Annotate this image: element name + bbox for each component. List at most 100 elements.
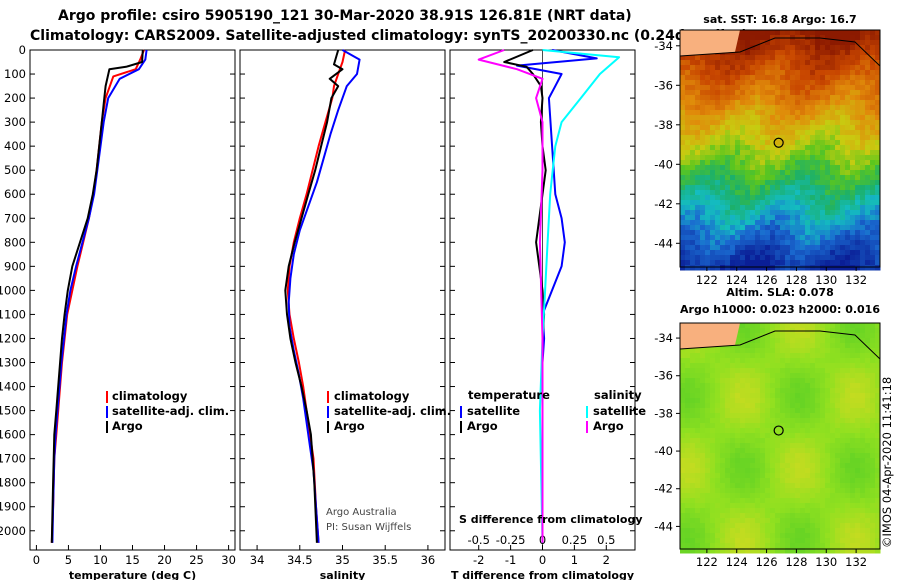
map-cell <box>715 225 721 231</box>
map-cell <box>695 408 701 414</box>
map-cell <box>820 468 826 474</box>
map-cell <box>760 50 766 56</box>
map-cell <box>740 388 746 394</box>
map-cell <box>855 35 861 41</box>
map-cell <box>700 120 706 126</box>
map-cell <box>695 215 701 221</box>
map-cell <box>690 115 696 121</box>
map-cell <box>875 125 881 131</box>
map-cell <box>690 433 696 439</box>
map-cell <box>755 155 761 161</box>
map-cell <box>745 235 751 241</box>
map-cell <box>730 353 736 359</box>
map-cell <box>820 488 826 494</box>
map-cell <box>875 50 881 56</box>
map-cell <box>760 130 766 136</box>
map-cell <box>810 135 816 141</box>
map-cell <box>715 513 721 519</box>
map-cell <box>865 378 871 384</box>
map-cell <box>775 453 781 459</box>
map-cell <box>785 468 791 474</box>
map-cell <box>710 368 716 374</box>
map-cell <box>870 110 876 116</box>
map-cell <box>730 443 736 449</box>
map-cell <box>820 398 826 404</box>
map-cell <box>825 165 831 171</box>
map-cell <box>810 453 816 459</box>
map-cell <box>835 235 841 241</box>
map-cell <box>765 260 771 266</box>
map-cell <box>710 453 716 459</box>
map-cell <box>730 478 736 484</box>
map-cell <box>760 523 766 529</box>
map-cell <box>765 200 771 206</box>
map-cell <box>785 418 791 424</box>
map-cell <box>740 215 746 221</box>
map-cell <box>735 468 741 474</box>
map-cell <box>820 523 826 529</box>
map-cell <box>815 245 821 251</box>
map-cell <box>775 493 781 499</box>
map-cell <box>720 140 726 146</box>
map-cell <box>765 348 771 354</box>
map-cell <box>765 393 771 399</box>
map-cell <box>875 35 881 41</box>
map-cell <box>750 398 756 404</box>
map-cell <box>810 508 816 514</box>
map-cell <box>855 145 861 151</box>
map-cell <box>785 493 791 499</box>
map-cell <box>810 175 816 181</box>
map-cell <box>755 463 761 469</box>
map-cell <box>750 503 756 509</box>
map-cell <box>710 200 716 206</box>
map-cell <box>780 533 786 539</box>
map-cell <box>825 160 831 166</box>
map-cell <box>840 333 846 339</box>
map-cell <box>685 423 691 429</box>
map-cell <box>820 378 826 384</box>
map-cell <box>765 140 771 146</box>
map-cell <box>875 538 881 544</box>
map-cell <box>835 165 841 171</box>
map-cell <box>735 458 741 464</box>
map-cell <box>860 40 866 46</box>
map-cell <box>775 185 781 191</box>
map-cell <box>850 533 856 539</box>
map-cell <box>750 95 756 101</box>
map-cell <box>840 190 846 196</box>
map-cell <box>815 378 821 384</box>
map-cell <box>700 398 706 404</box>
map-cell <box>765 265 771 271</box>
map-cell <box>835 90 841 96</box>
map-cell <box>765 368 771 374</box>
map-cell <box>680 60 686 66</box>
map-cell <box>735 378 741 384</box>
map-cell <box>860 115 866 121</box>
map-cell <box>850 548 856 554</box>
map-cell <box>745 323 751 329</box>
map-cell <box>780 225 786 231</box>
map-cell <box>730 200 736 206</box>
map-cell <box>815 538 821 544</box>
map-cell <box>725 378 731 384</box>
map-cell <box>875 70 881 76</box>
map-cell <box>875 230 881 236</box>
map-cell <box>830 463 836 469</box>
map-cell <box>770 80 776 86</box>
map-cell <box>795 363 801 369</box>
map-cell <box>845 95 851 101</box>
map-cell <box>810 130 816 136</box>
map-cell <box>690 448 696 454</box>
x-tick-label: 30 <box>221 553 236 567</box>
map-cell <box>835 75 841 81</box>
map-cell <box>720 423 726 429</box>
map-cell <box>845 115 851 121</box>
map-cell <box>795 428 801 434</box>
map-cell <box>700 348 706 354</box>
map-cell <box>740 115 746 121</box>
map-cell <box>850 523 856 529</box>
map-cell <box>730 120 736 126</box>
map-cell <box>720 538 726 544</box>
map-cell <box>690 95 696 101</box>
map-cell <box>855 175 861 181</box>
